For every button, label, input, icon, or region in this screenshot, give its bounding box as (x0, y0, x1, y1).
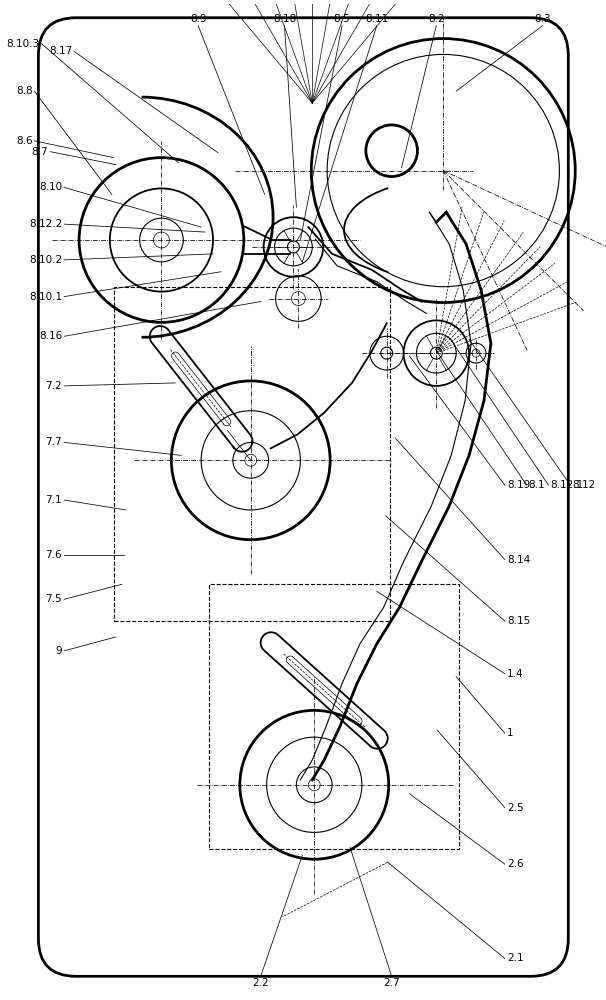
Text: 1: 1 (507, 728, 513, 738)
Text: 8.11: 8.11 (365, 14, 388, 24)
Text: 7.6: 7.6 (45, 550, 62, 560)
Text: 8.10: 8.10 (39, 182, 62, 192)
Text: 8.5: 8.5 (334, 14, 350, 24)
Text: 8.1: 8.1 (528, 480, 545, 490)
Text: 8.14: 8.14 (507, 555, 530, 565)
Text: 2.7: 2.7 (384, 978, 400, 988)
Text: 8.12.1: 8.12.1 (550, 480, 584, 490)
Text: 8.3: 8.3 (534, 14, 551, 24)
Text: 7.5: 7.5 (45, 594, 62, 604)
Text: 2.6: 2.6 (507, 859, 524, 869)
Text: 2.5: 2.5 (507, 803, 524, 813)
Text: 1.4: 1.4 (507, 669, 524, 679)
Text: 8.8: 8.8 (16, 86, 33, 96)
Text: 7.1: 7.1 (45, 495, 62, 505)
Text: 7.2: 7.2 (45, 381, 62, 391)
Text: 8.10.3: 8.10.3 (6, 39, 39, 49)
Text: 8.6: 8.6 (16, 136, 33, 146)
Text: 7.7: 7.7 (45, 437, 62, 447)
Text: 2.2: 2.2 (252, 978, 269, 988)
Text: 8.9: 8.9 (190, 14, 207, 24)
Text: 8.10.1: 8.10.1 (29, 292, 62, 302)
Text: 8.18: 8.18 (273, 14, 296, 24)
Text: 8.12: 8.12 (572, 480, 596, 490)
Text: 8.12.2: 8.12.2 (29, 219, 62, 229)
Text: 8.2: 8.2 (428, 14, 445, 24)
Text: 8.7: 8.7 (32, 147, 48, 157)
Text: 8.19: 8.19 (507, 480, 530, 490)
Text: 2.1: 2.1 (507, 953, 524, 963)
Text: 8.15: 8.15 (507, 616, 530, 626)
Text: 8.17: 8.17 (49, 46, 72, 56)
Text: 8.10.2: 8.10.2 (29, 255, 62, 265)
Text: 8.16: 8.16 (39, 331, 62, 341)
Text: 9: 9 (56, 646, 62, 656)
